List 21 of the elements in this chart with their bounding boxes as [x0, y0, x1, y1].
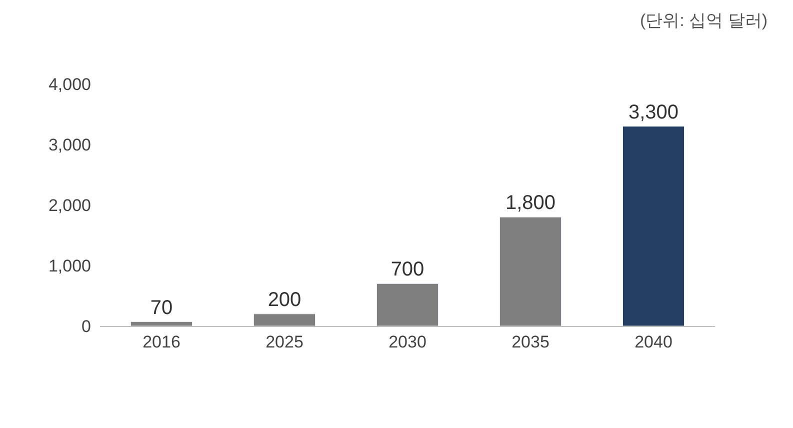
- y-tick-label: 3,000: [48, 135, 91, 154]
- data-label: 200: [268, 288, 302, 311]
- x-tick-label: 2040: [634, 332, 672, 352]
- x-tick-label: 2030: [388, 332, 426, 352]
- data-label: 1,800: [505, 192, 556, 214]
- data-label: 700: [390, 258, 424, 281]
- y-tick-label: 2,000: [48, 196, 91, 215]
- data-label: 70: [150, 296, 173, 319]
- bar: [500, 216, 562, 326]
- bar: [622, 126, 684, 326]
- y-tick-label: 0: [82, 316, 91, 336]
- y-tick-label: 1,000: [48, 256, 91, 276]
- y-tick-label: 4,000: [48, 74, 91, 94]
- x-tick-label: 2016: [142, 332, 180, 352]
- data-label: 3,300: [628, 101, 679, 124]
- x-tick-label: 2025: [266, 332, 304, 352]
- x-tick-label: 2035: [512, 332, 550, 352]
- bar: [254, 314, 316, 326]
- bar: [130, 322, 192, 326]
- chart-subtitle: (단위: 십억 달러): [640, 11, 768, 30]
- bar: [376, 283, 438, 326]
